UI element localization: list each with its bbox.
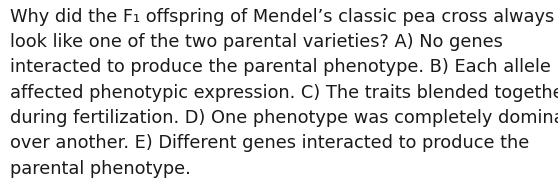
Text: during fertilization. D) One phenotype was completely dominant: during fertilization. D) One phenotype w… <box>10 109 558 127</box>
Text: affected phenotypic expression. C) The traits blended together: affected phenotypic expression. C) The t… <box>10 84 558 102</box>
Text: over another. E) Different genes interacted to produce the: over another. E) Different genes interac… <box>10 134 530 152</box>
Text: interacted to produce the parental phenotype. B) Each allele: interacted to produce the parental pheno… <box>10 58 551 76</box>
Text: parental phenotype.: parental phenotype. <box>10 160 191 178</box>
Text: Why did the F₁ offspring of Mendel’s classic pea cross always: Why did the F₁ offspring of Mendel’s cla… <box>10 8 554 26</box>
Text: look like one of the two parental varieties? A) No genes: look like one of the two parental variet… <box>10 33 503 51</box>
